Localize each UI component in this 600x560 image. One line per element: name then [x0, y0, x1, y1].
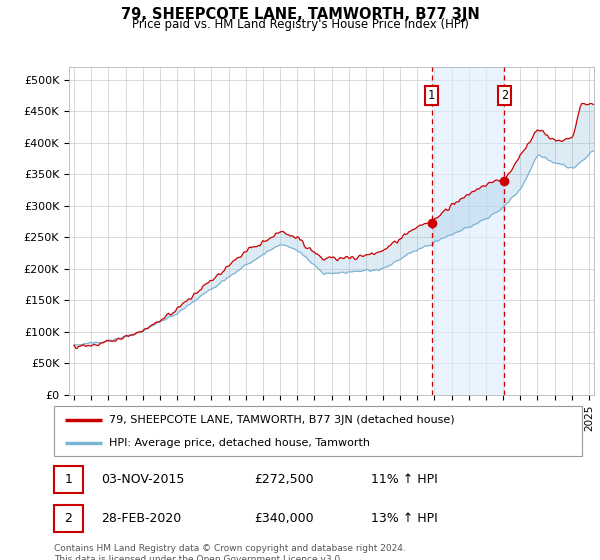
Bar [54, 505, 83, 533]
Text: 1: 1 [428, 89, 435, 102]
Text: 03-NOV-2015: 03-NOV-2015 [101, 473, 185, 486]
Text: Price paid vs. HM Land Registry's House Price Index (HPI): Price paid vs. HM Land Registry's House … [131, 18, 469, 31]
Text: 2: 2 [65, 512, 73, 525]
Text: £272,500: £272,500 [254, 473, 314, 486]
Text: 2: 2 [501, 89, 508, 102]
Text: HPI: Average price, detached house, Tamworth: HPI: Average price, detached house, Tamw… [109, 438, 370, 448]
Bar [54, 466, 83, 493]
Text: 79, SHEEPCOTE LANE, TAMWORTH, B77 3JN: 79, SHEEPCOTE LANE, TAMWORTH, B77 3JN [121, 7, 479, 22]
Text: 11% ↑ HPI: 11% ↑ HPI [371, 473, 437, 486]
Text: 1: 1 [65, 473, 73, 486]
Text: Contains HM Land Registry data © Crown copyright and database right 2024.
This d: Contains HM Land Registry data © Crown c… [54, 544, 406, 560]
Text: 13% ↑ HPI: 13% ↑ HPI [371, 512, 437, 525]
Text: 28-FEB-2020: 28-FEB-2020 [101, 512, 182, 525]
Text: £340,000: £340,000 [254, 512, 314, 525]
Bar [431, 67, 505, 395]
Text: 79, SHEEPCOTE LANE, TAMWORTH, B77 3JN (detached house): 79, SHEEPCOTE LANE, TAMWORTH, B77 3JN (d… [109, 414, 455, 424]
